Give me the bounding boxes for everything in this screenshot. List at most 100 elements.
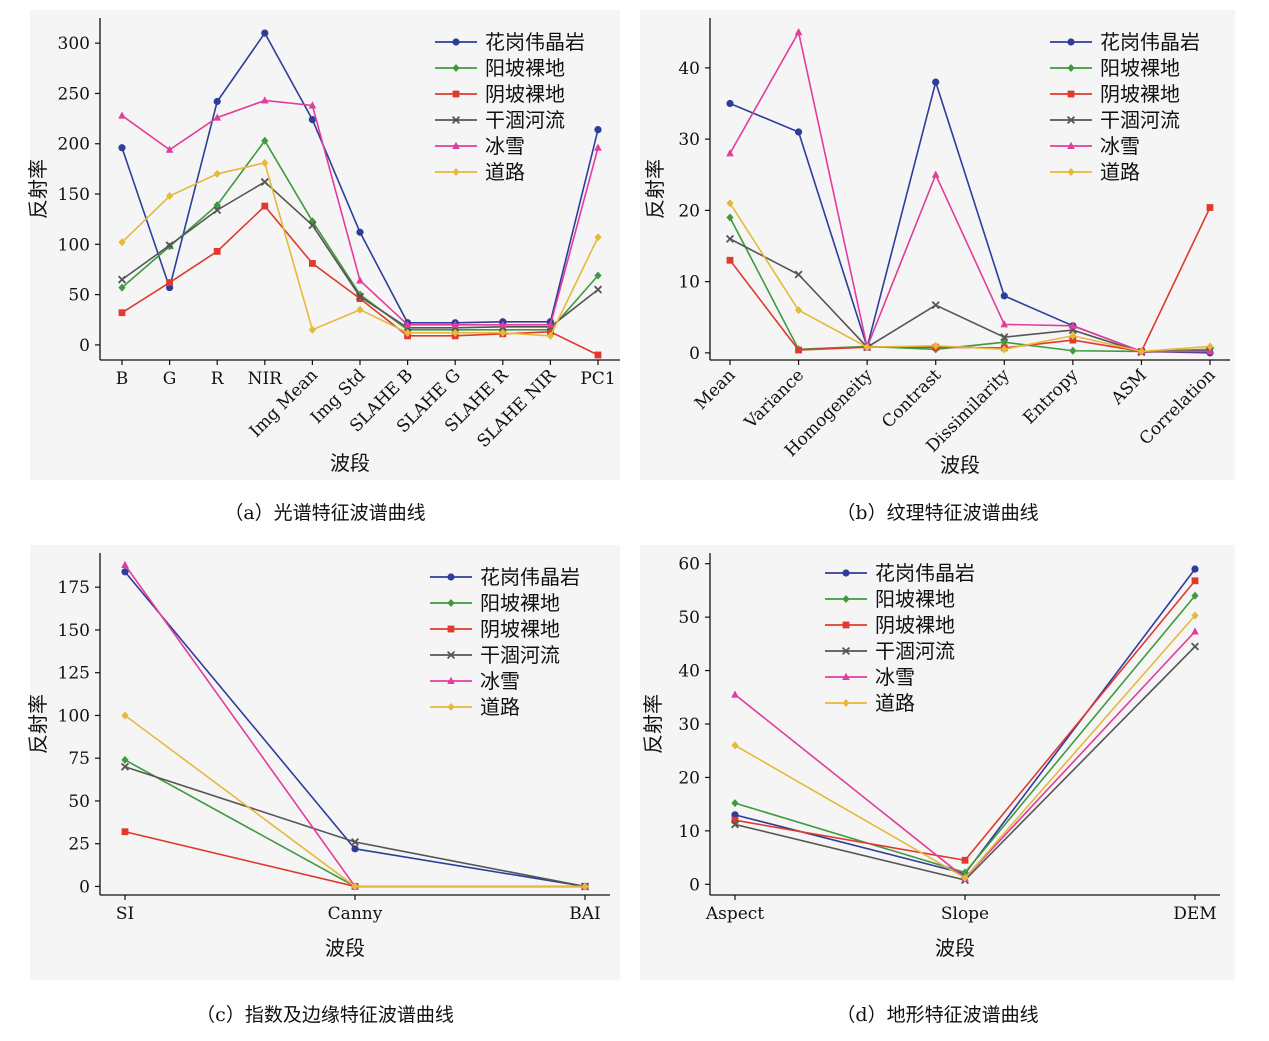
legend-marker bbox=[1067, 90, 1075, 98]
y-tick-label: 0 bbox=[79, 877, 90, 897]
data-point bbox=[1069, 336, 1077, 344]
legend-label: 花岗伟晶岩 bbox=[480, 565, 580, 589]
legend-label: 道路 bbox=[480, 695, 520, 719]
legend-item: 冰雪 bbox=[435, 134, 525, 158]
y-tick-label: 100 bbox=[58, 706, 90, 726]
x-tick-label: SI bbox=[116, 904, 134, 924]
y-tick-label: 20 bbox=[678, 201, 700, 221]
series-line bbox=[124, 714, 585, 888]
data-point bbox=[356, 295, 364, 303]
data-point bbox=[594, 143, 602, 151]
series-2 bbox=[726, 213, 1214, 356]
data-point bbox=[350, 837, 360, 847]
y-tick-label: 200 bbox=[58, 135, 90, 155]
data-point bbox=[121, 755, 129, 764]
data-point bbox=[594, 233, 602, 242]
series-5 bbox=[118, 96, 602, 328]
data-point bbox=[118, 144, 126, 152]
data-point bbox=[1191, 565, 1199, 573]
data-point bbox=[213, 97, 221, 106]
data-point bbox=[931, 301, 940, 310]
data-point bbox=[1000, 320, 1009, 328]
data-point bbox=[120, 762, 130, 771]
data-point bbox=[165, 145, 174, 153]
y-tick-label: 50 bbox=[68, 286, 90, 306]
legend-label: 道路 bbox=[485, 160, 525, 184]
y-tick-label: 10 bbox=[678, 822, 700, 842]
data-point bbox=[795, 346, 802, 354]
data-point bbox=[1000, 338, 1008, 347]
legend-label: 冰雪 bbox=[875, 665, 915, 689]
legend-item: 花岗伟晶岩 bbox=[1050, 30, 1200, 54]
y-tick-label: 175 bbox=[58, 578, 90, 598]
data-point bbox=[1206, 347, 1214, 355]
data-point bbox=[165, 241, 174, 250]
y-tick-label: 50 bbox=[68, 792, 90, 812]
series-4 bbox=[725, 234, 1215, 357]
data-point bbox=[726, 149, 734, 157]
y-tick-label: 0 bbox=[689, 344, 700, 364]
data-point bbox=[356, 305, 364, 314]
legend-label: 阴坡裸地 bbox=[1100, 82, 1180, 106]
data-point bbox=[726, 213, 734, 222]
data-point bbox=[308, 101, 317, 109]
data-point bbox=[309, 260, 316, 267]
data-point bbox=[261, 96, 269, 104]
x-tick-label: ASM bbox=[1107, 365, 1151, 409]
data-point bbox=[261, 202, 269, 210]
series-line bbox=[124, 830, 585, 888]
legend-item: 冰雪 bbox=[1050, 134, 1140, 158]
x-tick-label: Aspect bbox=[705, 904, 764, 924]
y-tick-label: 0 bbox=[79, 336, 90, 356]
data-point bbox=[932, 341, 940, 350]
chart-svg: 0 25 50 75 100 125 150 175 SI Canny BAI 波段 反射率 花岗伟晶岩阳… bbox=[26, 553, 610, 960]
data-point bbox=[261, 136, 269, 145]
x-tick-label: Entropy bbox=[1019, 365, 1082, 428]
legend-label: 花岗伟晶岩 bbox=[875, 561, 975, 585]
data-point bbox=[794, 128, 803, 136]
data-point bbox=[1000, 333, 1009, 342]
legend-marker bbox=[1067, 38, 1075, 46]
y-tick-label: 125 bbox=[58, 664, 90, 684]
series-line bbox=[734, 614, 1196, 879]
x-tick-label: BAI bbox=[569, 904, 601, 924]
y-tick-label: 40 bbox=[678, 662, 700, 682]
series-2 bbox=[121, 755, 589, 891]
x-tick-label: NIR bbox=[248, 369, 284, 389]
legend-marker bbox=[1067, 64, 1075, 72]
legend-marker bbox=[1067, 141, 1075, 149]
legend-label: 干涸河流 bbox=[875, 639, 955, 663]
y-tick-label: 150 bbox=[58, 185, 90, 205]
series-line bbox=[124, 765, 586, 888]
data-point bbox=[794, 270, 803, 279]
data-point bbox=[1069, 346, 1077, 355]
legend-item: 冰雪 bbox=[825, 665, 915, 689]
caption-d: （d）地形特征波谱曲线 bbox=[836, 1004, 1039, 1026]
data-point bbox=[581, 882, 589, 891]
legend-marker bbox=[841, 646, 851, 656]
data-point bbox=[1137, 347, 1146, 356]
data-point bbox=[308, 221, 317, 230]
series-line bbox=[729, 30, 1210, 353]
y-tick-label: 20 bbox=[678, 768, 700, 788]
series-line bbox=[729, 238, 1211, 353]
legend-label: 冰雪 bbox=[480, 669, 520, 693]
series-line bbox=[729, 202, 1211, 353]
x-tick-label: PC1 bbox=[580, 369, 615, 389]
series-3 bbox=[731, 577, 1199, 864]
legend-label: 干涸河流 bbox=[480, 643, 560, 667]
legend-label: 阴坡裸地 bbox=[875, 613, 955, 637]
data-point bbox=[731, 799, 739, 808]
legend-item: 阳坡裸地 bbox=[435, 56, 565, 80]
legend-item: 道路 bbox=[435, 160, 525, 184]
x-tick-label: G bbox=[163, 369, 177, 389]
legend-item: 干涸河流 bbox=[1050, 108, 1180, 132]
legend-label: 冰雪 bbox=[485, 134, 525, 158]
y-tick-label: 60 bbox=[678, 555, 700, 575]
legend-marker bbox=[447, 573, 455, 581]
legend-marker bbox=[842, 699, 850, 707]
legend-label: 花岗伟晶岩 bbox=[1100, 30, 1200, 54]
y-tick-label: 30 bbox=[678, 130, 700, 150]
y-axis-label: 反射率 bbox=[26, 694, 50, 754]
